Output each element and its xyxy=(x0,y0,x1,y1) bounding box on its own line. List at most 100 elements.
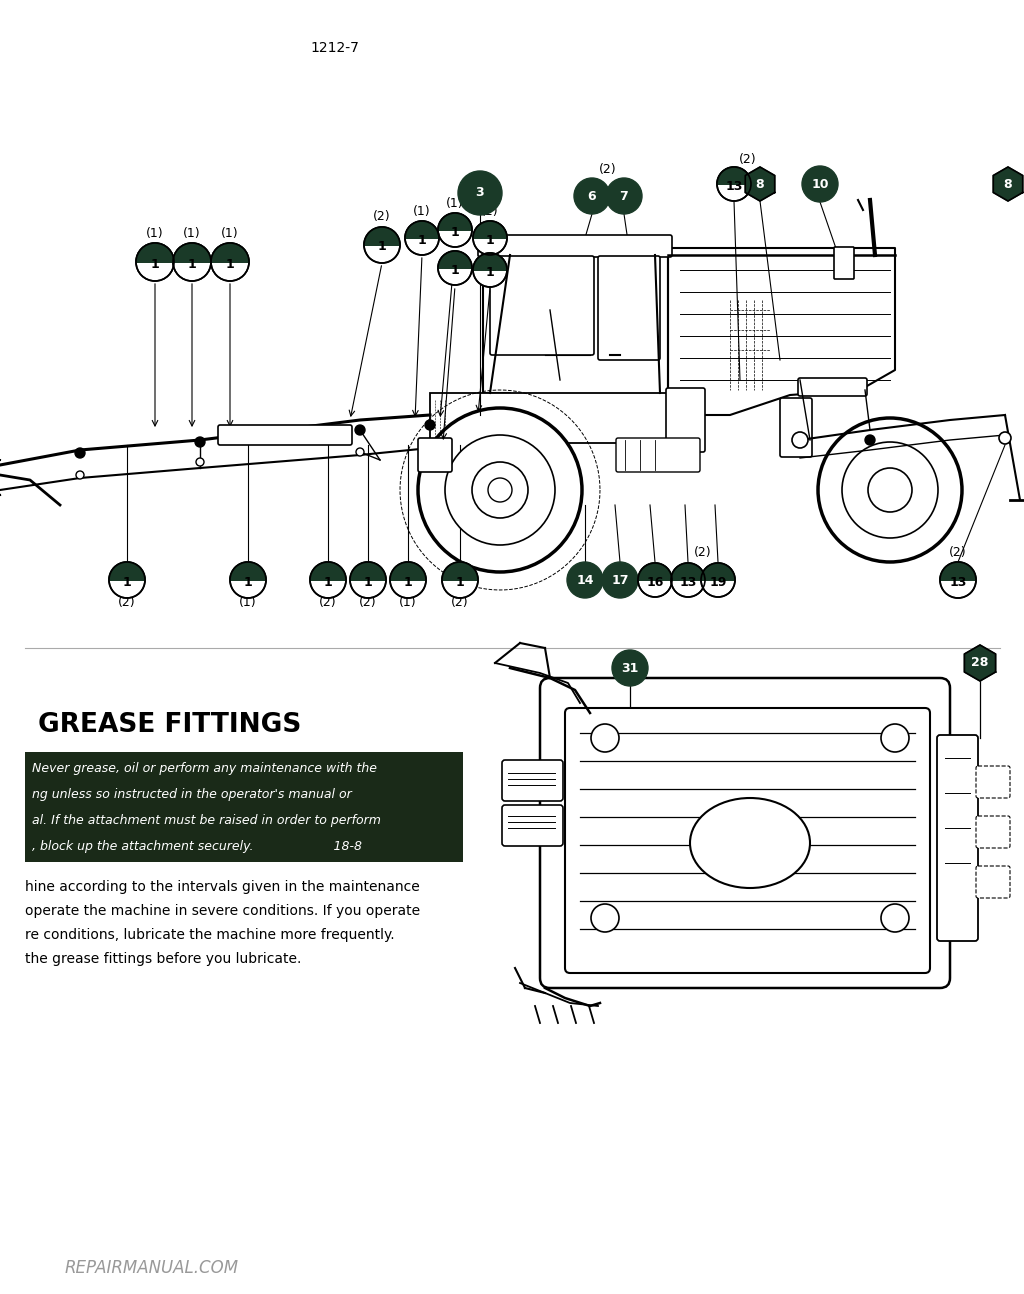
Circle shape xyxy=(606,179,642,214)
Circle shape xyxy=(356,448,364,455)
Circle shape xyxy=(76,471,84,479)
FancyBboxPatch shape xyxy=(616,437,700,472)
Circle shape xyxy=(390,562,426,598)
Text: hine according to the intervals given in the maintenance: hine according to the intervals given in… xyxy=(25,880,420,894)
FancyBboxPatch shape xyxy=(502,805,563,846)
Circle shape xyxy=(425,421,435,430)
Text: (2): (2) xyxy=(739,153,757,166)
Circle shape xyxy=(940,562,976,598)
Text: 8: 8 xyxy=(1004,177,1013,190)
Circle shape xyxy=(574,179,610,214)
Text: (1): (1) xyxy=(399,597,417,609)
Polygon shape xyxy=(230,562,266,580)
Polygon shape xyxy=(211,243,249,261)
Polygon shape xyxy=(671,563,705,580)
FancyBboxPatch shape xyxy=(976,866,1010,898)
Circle shape xyxy=(717,167,751,201)
Circle shape xyxy=(591,905,618,932)
Circle shape xyxy=(355,424,365,435)
Circle shape xyxy=(881,905,909,932)
Text: 14: 14 xyxy=(577,573,594,586)
Text: 10: 10 xyxy=(811,177,828,190)
Polygon shape xyxy=(701,563,735,580)
Polygon shape xyxy=(438,251,472,268)
Text: 28: 28 xyxy=(972,656,989,669)
Text: (1): (1) xyxy=(146,226,164,239)
Text: (2): (2) xyxy=(319,597,337,609)
Text: 1: 1 xyxy=(456,576,464,589)
Text: (1): (1) xyxy=(414,204,431,217)
Text: (2): (2) xyxy=(452,597,469,609)
Circle shape xyxy=(472,462,528,518)
Circle shape xyxy=(612,650,648,686)
Circle shape xyxy=(196,458,204,466)
Circle shape xyxy=(802,166,838,202)
FancyBboxPatch shape xyxy=(666,388,705,452)
Circle shape xyxy=(445,435,555,545)
Text: (2): (2) xyxy=(373,210,391,223)
Text: 1: 1 xyxy=(364,576,373,589)
Text: 1: 1 xyxy=(403,576,413,589)
Polygon shape xyxy=(109,562,145,580)
Text: 1: 1 xyxy=(451,225,460,238)
Text: 13: 13 xyxy=(725,180,742,193)
Circle shape xyxy=(671,563,705,597)
Circle shape xyxy=(842,443,938,538)
Circle shape xyxy=(230,562,266,598)
Circle shape xyxy=(567,562,603,598)
Text: 17: 17 xyxy=(611,573,629,586)
Text: 19: 19 xyxy=(710,576,727,589)
FancyBboxPatch shape xyxy=(798,378,867,396)
Circle shape xyxy=(999,432,1011,444)
Circle shape xyxy=(818,418,962,562)
FancyBboxPatch shape xyxy=(218,424,352,445)
Text: 1: 1 xyxy=(451,264,460,277)
Circle shape xyxy=(881,725,909,752)
Text: 8: 8 xyxy=(756,177,764,190)
Circle shape xyxy=(438,214,472,247)
Circle shape xyxy=(602,562,638,598)
Text: operate the machine in severe conditions. If you operate: operate the machine in severe conditions… xyxy=(25,905,420,917)
Text: 1: 1 xyxy=(485,233,495,246)
Circle shape xyxy=(638,563,672,597)
Text: 1: 1 xyxy=(187,258,197,270)
Polygon shape xyxy=(668,248,895,415)
FancyBboxPatch shape xyxy=(976,817,1010,848)
Circle shape xyxy=(488,477,512,502)
Text: the grease fittings before you lubricate.: the grease fittings before you lubricate… xyxy=(25,952,301,967)
FancyBboxPatch shape xyxy=(478,236,672,258)
Circle shape xyxy=(591,725,618,752)
Polygon shape xyxy=(473,254,507,270)
Text: 7: 7 xyxy=(620,189,629,202)
Text: 16: 16 xyxy=(646,576,664,589)
Ellipse shape xyxy=(690,798,810,888)
Text: (2): (2) xyxy=(599,163,616,176)
Text: (1): (1) xyxy=(446,197,464,210)
Polygon shape xyxy=(173,243,211,261)
FancyBboxPatch shape xyxy=(540,678,950,989)
FancyBboxPatch shape xyxy=(502,760,563,801)
Circle shape xyxy=(473,221,507,255)
Text: GREASE FITTINGS: GREASE FITTINGS xyxy=(38,712,301,738)
Polygon shape xyxy=(993,167,1023,201)
Polygon shape xyxy=(442,562,478,580)
Text: 6: 6 xyxy=(588,189,596,202)
Text: 1: 1 xyxy=(225,258,234,270)
Polygon shape xyxy=(136,243,174,261)
Circle shape xyxy=(75,448,85,458)
Polygon shape xyxy=(438,214,472,230)
Text: , block up the attachment securely.                    18-8: , block up the attachment securely. 18-8 xyxy=(32,840,362,853)
Text: 31: 31 xyxy=(622,661,639,674)
FancyBboxPatch shape xyxy=(565,708,930,973)
FancyBboxPatch shape xyxy=(780,399,812,457)
Text: (2): (2) xyxy=(481,204,499,217)
Circle shape xyxy=(109,562,145,598)
Circle shape xyxy=(792,432,808,448)
Circle shape xyxy=(438,251,472,285)
Text: re conditions, lubricate the machine more frequently.: re conditions, lubricate the machine mor… xyxy=(25,928,394,942)
FancyBboxPatch shape xyxy=(430,393,670,443)
Text: 1: 1 xyxy=(123,576,131,589)
Text: REPAIRMANUAL.COM: REPAIRMANUAL.COM xyxy=(65,1259,240,1277)
Text: (1): (1) xyxy=(183,226,201,239)
Polygon shape xyxy=(364,226,400,245)
